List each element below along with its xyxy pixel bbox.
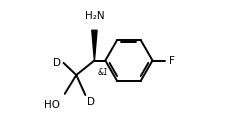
Polygon shape [91,30,97,60]
Text: &1: &1 [97,68,108,77]
Text: H₂N: H₂N [84,11,104,21]
Text: D: D [53,58,61,68]
Text: F: F [168,56,174,65]
Text: HO: HO [44,100,60,110]
Text: D: D [86,97,94,107]
